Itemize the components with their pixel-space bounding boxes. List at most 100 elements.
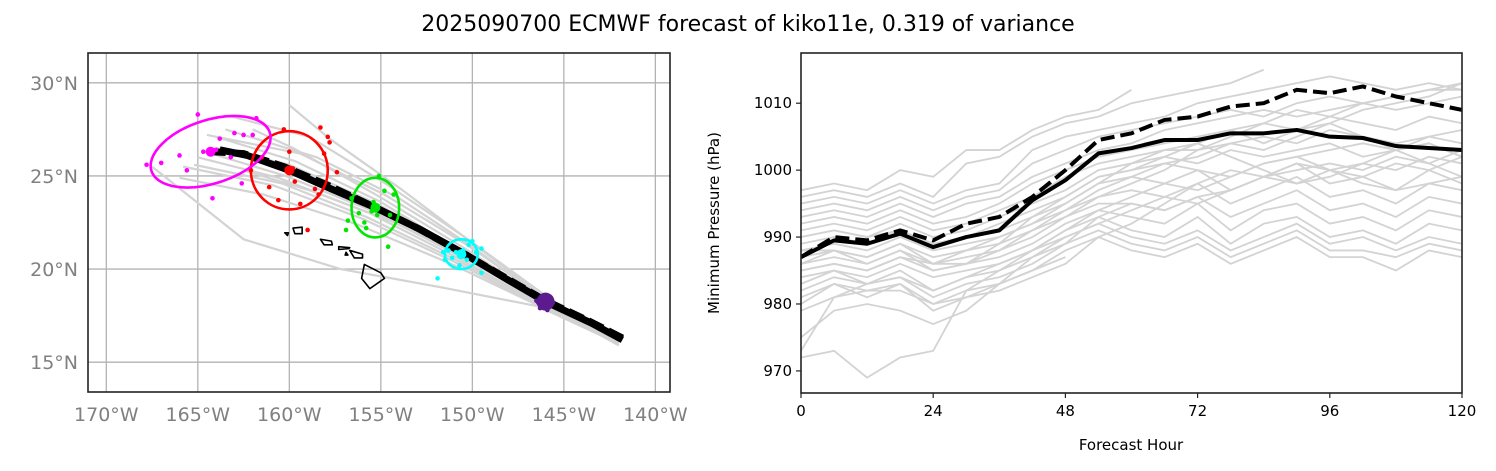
- mean-pressure-line: [801, 127, 1462, 259]
- x-tick-label: 120: [1448, 402, 1477, 420]
- member-position-dot: [195, 112, 201, 117]
- track-map: 170°W 165°W 160°W 155°W 150°W 145°W 140°W 15°N 2…: [30, 52, 688, 426]
- cluster-blob: [536, 292, 555, 311]
- lon-tick-label: 165°W: [166, 404, 231, 426]
- mean-track: [212, 146, 625, 343]
- lon-tick-label: 170°W: [74, 404, 139, 426]
- member-position-dot: [457, 263, 462, 268]
- member-position-dot: [210, 195, 215, 201]
- cluster-center-dot: [284, 165, 295, 176]
- ensemble-member-line: [801, 162, 1462, 312]
- cluster-green: [343, 173, 401, 250]
- ensemble-track: [182, 165, 620, 345]
- cluster-center-dot: [205, 146, 216, 157]
- ensemble-member-line: [801, 122, 1462, 272]
- member-position-dot: [276, 197, 281, 203]
- x-tick-label: 0: [796, 402, 806, 420]
- y-tick-label: 1000: [754, 161, 792, 179]
- uncertainty-ellipse: [249, 129, 330, 211]
- ensemble-track: [151, 165, 620, 345]
- map-frame: [87, 52, 671, 393]
- ensemble-member-line: [801, 215, 1462, 279]
- member-position-dot: [356, 210, 362, 216]
- ensemble-member-line: [801, 88, 1462, 272]
- lon-tick-label: 145°W: [532, 404, 597, 426]
- figure-title: 2025090700 ECMWF forecast of kiko11e, 0.…: [421, 12, 1075, 37]
- member-position-dot: [479, 246, 484, 251]
- member-position-dot: [201, 149, 206, 155]
- island-outline: [344, 251, 349, 256]
- member-position-dot: [334, 169, 340, 175]
- member-position-dot: [239, 181, 245, 186]
- y-tick-label: 980: [763, 295, 792, 313]
- member-position-dot: [232, 130, 237, 136]
- island-outline: [319, 238, 334, 246]
- position-clusters: [144, 112, 556, 313]
- uncertainty-ellipse: [443, 237, 480, 271]
- lat-tick-label: 30°N: [30, 73, 78, 95]
- member-position-dot: [363, 225, 369, 231]
- control-track-line: [212, 148, 625, 342]
- pressure-frame: [800, 52, 1463, 394]
- ensemble-track: [197, 156, 620, 343]
- member-position-dot: [387, 212, 393, 218]
- ensemble-member-line: [801, 82, 1462, 265]
- ensemble-member-line: [801, 82, 1462, 212]
- lat-tick-label: 25°N: [30, 166, 78, 188]
- member-position-dot: [318, 125, 323, 130]
- pressure-series: [801, 84, 1462, 259]
- x-tick-label: 72: [1188, 402, 1207, 420]
- lon-tick-label: 150°W: [440, 404, 505, 426]
- island-outline: [360, 263, 386, 290]
- map-tick-labels: 170°W 165°W 160°W 155°W 150°W 145°W 140°W 15°N 2…: [30, 73, 688, 426]
- island-outline: [283, 231, 290, 237]
- y-tick-label: 990: [763, 228, 792, 246]
- ensemble-member-line: [801, 68, 1265, 198]
- uncertainty-ellipse: [350, 176, 401, 239]
- x-tick-label: 96: [1320, 402, 1339, 420]
- pressure-ticks: 0 24 48 72 96 120 970 980 990 1000 1010: [754, 94, 1477, 420]
- member-position-dot: [312, 186, 318, 192]
- lat-tick-label: 20°N: [30, 259, 78, 281]
- map-content: [144, 104, 625, 347]
- member-position-dot: [391, 192, 396, 197]
- member-position-dot: [177, 153, 182, 158]
- ensemble-member-line: [801, 95, 1462, 218]
- member-position-dot: [250, 132, 256, 138]
- ensemble-member-line: [801, 155, 1462, 339]
- island-outline: [348, 249, 364, 259]
- member-position-dot: [158, 160, 164, 166]
- control-pressure-line: [801, 84, 1462, 259]
- y-tick-label: 970: [763, 362, 792, 380]
- member-position-dot: [435, 276, 440, 281]
- ensemble-member-line: [801, 202, 1462, 272]
- ensemble-member-line: [801, 236, 1462, 305]
- x-tick-label: 48: [1056, 402, 1075, 420]
- lon-tick-label: 160°W: [257, 404, 322, 426]
- ensemble-member-line: [801, 229, 1462, 299]
- member-position-dot: [362, 220, 367, 225]
- pressure-plot: 0 24 48 72 96 120 970 980 990 1000 1010 Forecast H…: [705, 52, 1477, 454]
- island-outline: [292, 226, 303, 235]
- ensemble-member-line: [801, 89, 1132, 192]
- ensemble-member-line: [801, 175, 1462, 259]
- hawaii-coastline: [283, 226, 386, 290]
- x-tick-label: 24: [924, 402, 943, 420]
- cluster-center-dot: [456, 249, 467, 260]
- uncertainty-ellipse: [149, 114, 272, 189]
- member-position-dot: [266, 184, 272, 190]
- ensemble-member-line: [801, 256, 1066, 312]
- member-position-dot: [466, 242, 471, 248]
- lat-tick-label: 15°N: [30, 352, 78, 374]
- island-outline: [337, 245, 351, 251]
- cluster-red: [248, 125, 340, 233]
- member-position-dot: [228, 155, 234, 160]
- pressure-ensemble-lines: [801, 68, 1462, 379]
- y-tick-label: 1010: [754, 94, 792, 112]
- member-position-dot: [385, 244, 391, 250]
- member-position-dot: [287, 149, 292, 155]
- member-position-dot: [305, 227, 310, 233]
- ensemble-member-line: [801, 222, 1462, 292]
- member-position-dot: [382, 188, 387, 194]
